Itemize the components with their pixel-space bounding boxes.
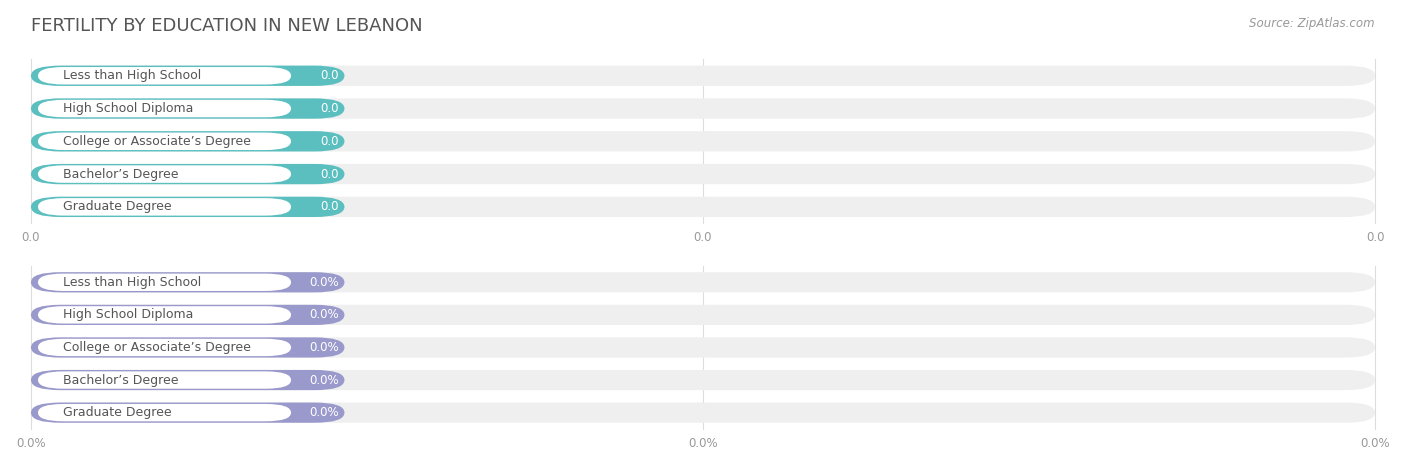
FancyBboxPatch shape — [38, 198, 291, 216]
FancyBboxPatch shape — [31, 197, 1375, 217]
Text: 0.0%: 0.0% — [309, 341, 339, 354]
FancyBboxPatch shape — [38, 306, 291, 323]
Text: High School Diploma: High School Diploma — [63, 102, 194, 115]
FancyBboxPatch shape — [31, 402, 1375, 423]
FancyBboxPatch shape — [31, 337, 344, 358]
Text: 0.0%: 0.0% — [1360, 437, 1391, 450]
Text: 0.0: 0.0 — [693, 231, 713, 244]
FancyBboxPatch shape — [31, 131, 1375, 152]
FancyBboxPatch shape — [31, 272, 1375, 293]
FancyBboxPatch shape — [38, 339, 291, 356]
Text: 0.0%: 0.0% — [309, 373, 339, 387]
Text: 0.0%: 0.0% — [309, 308, 339, 322]
FancyBboxPatch shape — [31, 197, 344, 217]
Text: Source: ZipAtlas.com: Source: ZipAtlas.com — [1250, 17, 1375, 29]
Text: College or Associate’s Degree: College or Associate’s Degree — [63, 341, 252, 354]
FancyBboxPatch shape — [31, 370, 344, 390]
Text: 0.0: 0.0 — [321, 200, 339, 213]
Text: 0.0: 0.0 — [21, 231, 41, 244]
Text: 0.0%: 0.0% — [309, 406, 339, 419]
Text: Graduate Degree: Graduate Degree — [63, 200, 172, 213]
FancyBboxPatch shape — [31, 98, 1375, 119]
Text: 0.0: 0.0 — [321, 168, 339, 180]
FancyBboxPatch shape — [31, 337, 1375, 358]
Text: 0.0%: 0.0% — [15, 437, 46, 450]
FancyBboxPatch shape — [31, 164, 344, 184]
Text: 0.0%: 0.0% — [309, 276, 339, 289]
Text: Less than High School: Less than High School — [63, 69, 201, 82]
FancyBboxPatch shape — [38, 404, 291, 421]
FancyBboxPatch shape — [31, 305, 344, 325]
FancyBboxPatch shape — [31, 66, 344, 86]
Text: 0.0: 0.0 — [321, 69, 339, 82]
FancyBboxPatch shape — [38, 100, 291, 117]
FancyBboxPatch shape — [38, 274, 291, 291]
FancyBboxPatch shape — [38, 165, 291, 183]
Text: 0.0%: 0.0% — [688, 437, 718, 450]
FancyBboxPatch shape — [31, 402, 344, 423]
Text: Bachelor’s Degree: Bachelor’s Degree — [63, 373, 179, 387]
Text: Less than High School: Less than High School — [63, 276, 201, 289]
Text: 0.0: 0.0 — [321, 102, 339, 115]
FancyBboxPatch shape — [31, 164, 1375, 184]
Text: 0.0: 0.0 — [1365, 231, 1385, 244]
Text: High School Diploma: High School Diploma — [63, 308, 194, 322]
Text: Graduate Degree: Graduate Degree — [63, 406, 172, 419]
FancyBboxPatch shape — [38, 133, 291, 150]
FancyBboxPatch shape — [31, 370, 1375, 390]
FancyBboxPatch shape — [31, 66, 1375, 86]
FancyBboxPatch shape — [38, 371, 291, 389]
FancyBboxPatch shape — [31, 272, 344, 293]
FancyBboxPatch shape — [31, 131, 344, 152]
FancyBboxPatch shape — [31, 98, 344, 119]
Text: 0.0: 0.0 — [321, 135, 339, 148]
Text: Bachelor’s Degree: Bachelor’s Degree — [63, 168, 179, 180]
Text: FERTILITY BY EDUCATION IN NEW LEBANON: FERTILITY BY EDUCATION IN NEW LEBANON — [31, 17, 423, 35]
Text: College or Associate’s Degree: College or Associate’s Degree — [63, 135, 252, 148]
FancyBboxPatch shape — [31, 305, 1375, 325]
FancyBboxPatch shape — [38, 67, 291, 85]
